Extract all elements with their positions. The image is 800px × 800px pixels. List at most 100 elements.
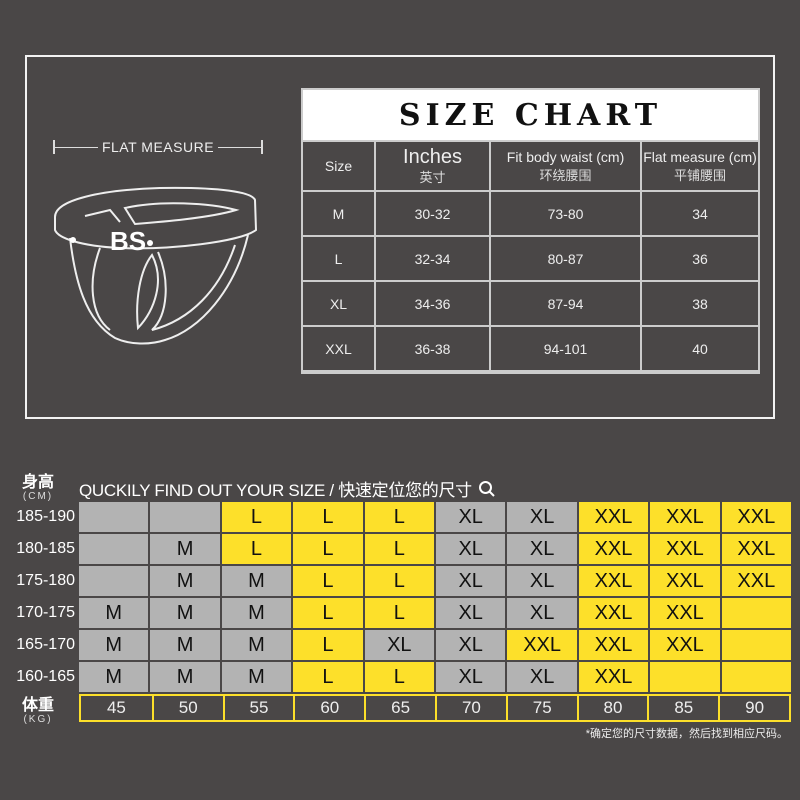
- size-finder-grid: 185-190 L L L XL XL XXL XXL XXL 180-185 M L L L XL XL XX…: [16, 502, 791, 722]
- size-cell: L: [364, 566, 434, 596]
- size-cell: XXL: [721, 534, 791, 564]
- size-cell: XXL: [650, 630, 720, 660]
- height-row: 175-180 M M L L XL XL XXL XXL XXL: [16, 566, 791, 596]
- size-chart-cell: 38: [642, 282, 758, 325]
- finder-title: QUCKILY FIND OUT YOUR SIZE / 快速定位您的尺寸: [79, 476, 496, 501]
- size-cell: XL: [436, 662, 506, 692]
- height-row: 170-175 M M M L L XL XL XXL XXL: [16, 598, 791, 628]
- size-chart-row: M 30-32 73-80 34: [303, 192, 758, 235]
- size-chart-table: SIZE CHART Size Inches 英寸 Fit body waist …: [301, 88, 760, 374]
- size-cell: [79, 566, 149, 596]
- size-chart-title: SIZE CHART: [303, 90, 758, 140]
- size-chart-cell: 30-32: [376, 192, 489, 235]
- size-chart-row: XL 34-36 87-94 38: [303, 282, 758, 325]
- size-cell: XL: [436, 598, 506, 628]
- size-chart-cell: M: [303, 192, 374, 235]
- header-label-cn: 平铺腰围: [673, 167, 726, 183]
- size-chart-row: XXL 36-38 94-101 40: [303, 327, 758, 370]
- size-cell: XL: [436, 534, 506, 564]
- size-cell: XL: [436, 502, 506, 532]
- size-chart-cell: 34-36: [376, 282, 489, 325]
- size-cell: XL: [507, 502, 577, 532]
- header-inches: Inches 英寸: [376, 142, 489, 190]
- size-cell: L: [293, 502, 363, 532]
- size-cell: [79, 502, 149, 532]
- size-chart-cell: XL: [303, 282, 374, 325]
- size-cell: M: [150, 630, 220, 660]
- size-chart-cell: 36: [642, 237, 758, 280]
- size-cell: M: [221, 662, 292, 692]
- height-range-label: 160-165: [16, 668, 75, 685]
- height-range-label: 170-175: [16, 604, 75, 621]
- size-chart-cell: 32-34: [376, 237, 489, 280]
- size-cell: M: [79, 630, 149, 660]
- size-cell: M: [79, 598, 149, 628]
- size-cell: XL: [507, 598, 577, 628]
- size-chart-cell: 34: [642, 192, 758, 235]
- search-icon: [478, 480, 495, 497]
- header-label-cn: 环绕腰围: [539, 167, 592, 183]
- size-cell: XXL: [721, 566, 791, 596]
- measure-tick: [261, 140, 263, 154]
- weight-cell: 60: [293, 696, 365, 720]
- measure-line: [55, 146, 98, 148]
- size-cell: L: [221, 534, 292, 564]
- jockstrap-illustration: BS: [54, 186, 258, 345]
- size-cell: L: [293, 630, 363, 660]
- size-cell: M: [221, 598, 292, 628]
- size-cell: XXL: [721, 502, 791, 532]
- height-range-label: 165-170: [16, 636, 75, 653]
- measure-tick: [53, 140, 55, 154]
- size-cell: [79, 534, 149, 564]
- size-cell: M: [79, 662, 149, 692]
- weight-cell: 55: [222, 696, 294, 720]
- weight-cell: 45: [81, 696, 152, 720]
- size-cell: XL: [507, 534, 577, 564]
- weight-cell: 90: [718, 696, 789, 720]
- header-label: Inches: [403, 145, 462, 168]
- size-chart-cell: 36-38: [376, 327, 489, 370]
- height-range-label: 175-180: [16, 572, 75, 589]
- weight-label: 体重: [21, 697, 54, 714]
- size-chart-cell: XXL: [303, 327, 374, 370]
- size-cell: [721, 598, 791, 628]
- size-cell: XXL: [578, 662, 649, 692]
- height-axis-label: 身高 (CM): [18, 474, 58, 502]
- product-frame: [25, 55, 775, 419]
- size-cell: M: [221, 630, 292, 660]
- weight-unit: (KG): [23, 714, 53, 725]
- height-unit: (CM): [22, 491, 54, 502]
- size-cell: XXL: [650, 598, 720, 628]
- size-cell: [721, 630, 791, 660]
- size-cell: XXL: [578, 534, 649, 564]
- flat-measure-indicator: FLAT MEASURE: [53, 138, 263, 156]
- size-cell: M: [150, 662, 220, 692]
- size-chart-header: Size Inches 英寸 Fit body waist (cm) 环绕腰围 Fl…: [303, 142, 758, 190]
- size-cell: XL: [436, 630, 506, 660]
- weight-cell: 65: [364, 696, 435, 720]
- header-label: Flat measure (cm): [643, 148, 757, 165]
- size-cell: L: [364, 502, 434, 532]
- header-size: Size: [303, 142, 374, 190]
- height-row: 165-170 M M M L XL XL XXL XXL XXL: [16, 630, 791, 660]
- size-cell: L: [293, 534, 363, 564]
- finder-note: *确定您的尺寸数据，然后找到相应尺码。: [585, 728, 788, 740]
- size-cell: L: [293, 566, 363, 596]
- height-range-label: 185-190: [16, 508, 75, 525]
- size-cell: XXL: [578, 566, 649, 596]
- weight-axis-label: 体重 (KG): [18, 697, 58, 725]
- measure-line: [218, 146, 261, 148]
- logo-text: BS: [110, 226, 146, 256]
- height-row: 180-185 M L L L XL XL XXL XXL XXL: [16, 534, 791, 564]
- header-label: Size: [324, 158, 353, 174]
- size-cell: XXL: [650, 534, 720, 564]
- size-cell: L: [221, 502, 292, 532]
- height-label: 身高: [21, 474, 54, 491]
- size-cell: [650, 662, 720, 692]
- weight-row: 45 50 55 60 65 70 75 80 85 90: [79, 694, 791, 722]
- size-cell: XL: [436, 566, 506, 596]
- height-range-label: 180-185: [16, 540, 75, 557]
- size-cell: XXL: [578, 598, 649, 628]
- size-chart-cell: 80-87: [491, 237, 640, 280]
- header-flat-measure: Flat measure (cm) 平铺腰围: [642, 142, 758, 190]
